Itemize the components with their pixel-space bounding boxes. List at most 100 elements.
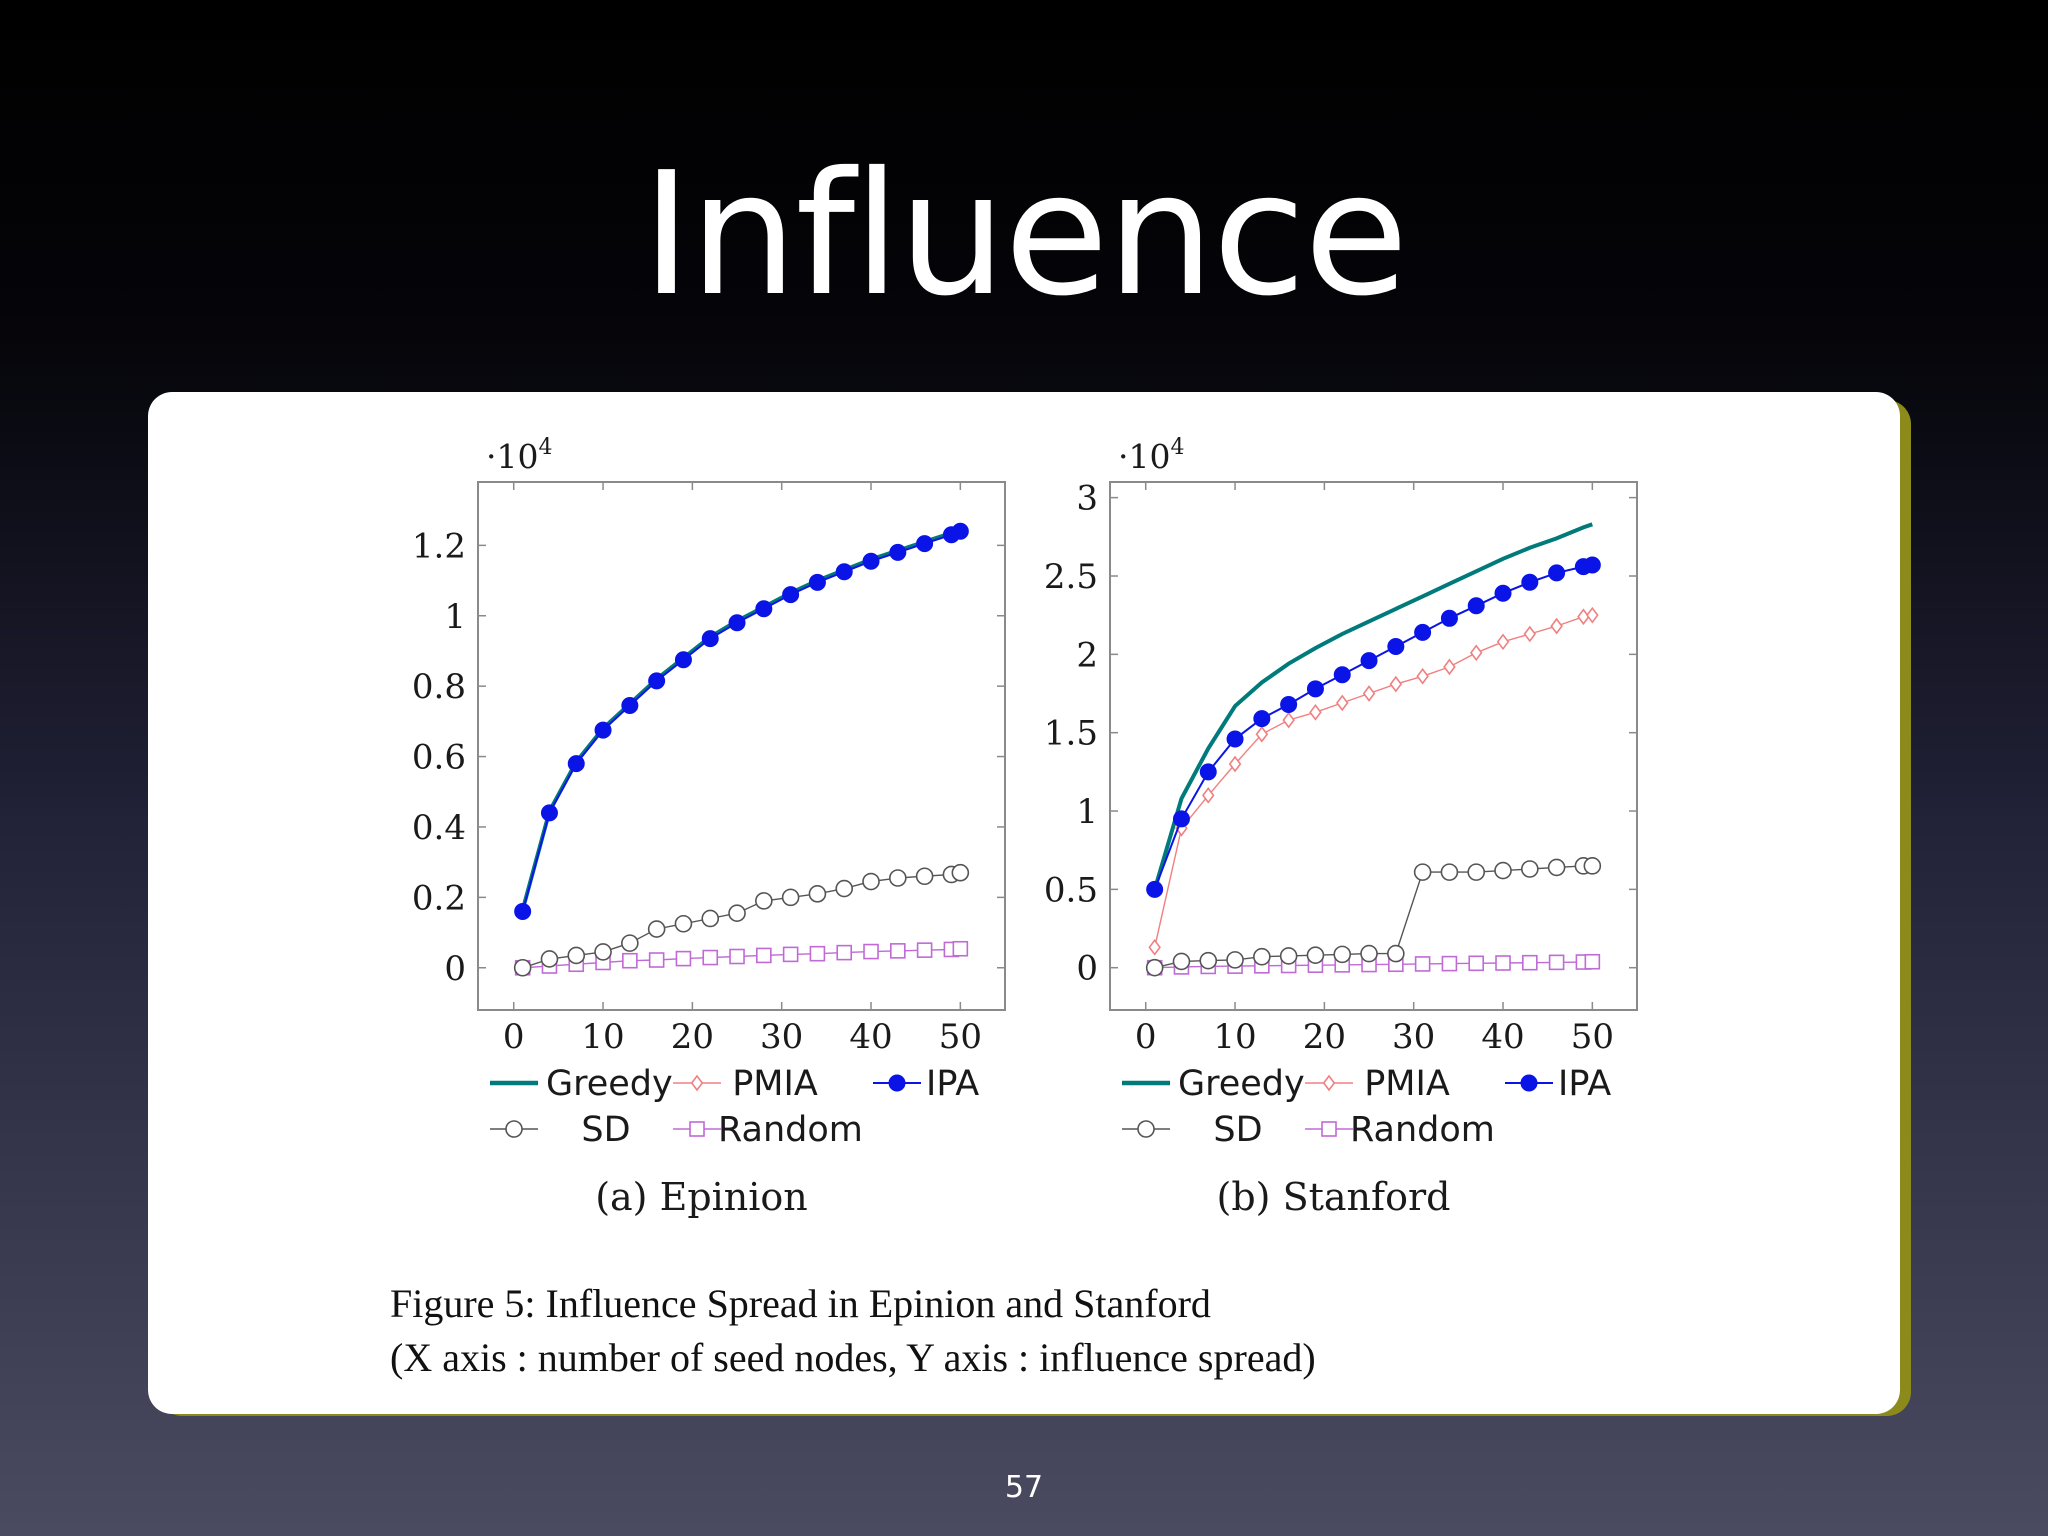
data-point-sd [781,888,800,907]
chart-legend: Greedy PMIA IPA SD Random [1122,1064,1611,1150]
data-point-ipa [1467,597,1485,615]
y-tick-label: 1 [444,597,466,637]
data-point-sd [647,920,666,938]
legend-marker-random [1321,1121,1337,1137]
data-point-sd [862,872,880,891]
data-point-sd [1360,944,1378,963]
legend-marker-ipa [1520,1074,1538,1092]
data-point-random [1495,955,1511,971]
y-multiplier-label: ·104 [486,435,552,476]
y-tick-label: 0.6 [412,738,466,778]
data-point-random [836,944,853,961]
legend-marker-sd [1137,1120,1155,1138]
y-tick-label: 0.2 [412,878,466,918]
legend-label-ipa: IPA [1558,1064,1611,1104]
data-point-random [809,945,826,962]
x-tick-label: 30 [760,1017,803,1057]
data-point-sd [1413,863,1432,881]
data-point-ipa [1440,609,1458,627]
slide-number: 57 [1004,1470,1044,1505]
data-point-ipa [1199,763,1217,781]
y-tick-label: 0.5 [1044,870,1098,910]
y-tick-label: 3 [1076,479,1098,519]
chart-subcaption: (a) Epinion [595,1175,808,1219]
data-point-random [782,946,799,963]
data-point-ipa [540,804,558,822]
data-point-sd [728,904,746,923]
legend-marker-pmia [690,1074,704,1092]
data-point-random [1548,954,1565,971]
data-point-sd [594,943,612,961]
data-point-ipa [1280,695,1298,713]
data-point-sd [889,869,907,887]
data-point-random [1441,955,1458,972]
data-point-sd [1333,945,1352,964]
data-point-sd [808,885,827,903]
legend-label-random: Random [1350,1110,1495,1150]
data-point-sd [755,892,773,910]
x-tick-label: 10 [1213,1017,1256,1057]
data-point-pmia [1282,711,1295,729]
x-tick-label: 0 [1135,1017,1157,1057]
series-line-greedy [1152,522,1593,890]
data-point-pmia [1148,938,1161,956]
data-point-ipa [1548,564,1566,582]
data-point-random [648,952,665,968]
x-tick-label: 30 [1392,1017,1435,1057]
data-point-random [729,948,745,965]
y-multiplier-exponent: 4 [538,435,552,460]
data-point-sd [1583,857,1602,875]
data-point-pmia [1202,787,1215,804]
data-point-random [890,943,906,959]
data-point-ipa [889,543,907,561]
y-multiplier-exponent: 4 [1170,435,1184,460]
data-point-random [1468,955,1485,972]
legend-label-sd: SD [581,1110,630,1150]
data-point-sd [1172,952,1191,971]
data-point-sd [1199,951,1218,970]
data-point-sd [674,914,693,933]
chart-epinion: 0 10 20 30 40 50 0 0.2 0.4 0.6 0.8 1 1.2 ·104 Greedy PM… [412,435,1006,1219]
data-point-pmia [1362,685,1376,702]
y-tick-label: 0 [444,949,466,989]
data-point-pmia [1443,658,1456,676]
data-point-ipa [621,697,639,715]
legend-label-greedy: Greedy [1178,1064,1305,1104]
data-point-random [916,942,933,958]
data-point-sd [701,909,720,928]
data-point-pmia [1255,725,1269,743]
legend-label-random: Random [718,1110,863,1150]
series-sd [513,863,970,977]
figure-caption-line-2: (X axis : number of seed nodes, Y axis :… [390,1335,1316,1380]
legend-label-sd: SD [1213,1110,1262,1150]
data-point-ipa [1387,638,1405,656]
data-point-pmia [1586,606,1599,624]
series-ipa [1146,556,1601,898]
data-point-random [1522,954,1538,971]
data-point-ipa [916,535,934,553]
plot-frame [1109,481,1638,1011]
data-point-sd [1521,860,1539,878]
data-point-pmia [1335,694,1349,712]
series-ipa [514,522,969,920]
figure-caption: Figure 5: Influence Spread in Epinion an… [390,1277,1316,1385]
data-point-pmia [1469,644,1483,662]
data-point-random [675,950,692,967]
y-tick-label: 1.2 [412,526,466,566]
data-point-sd [1440,863,1459,881]
series-sd [1145,857,1602,977]
data-point-ipa [1360,652,1378,670]
data-point-ipa [1253,710,1271,728]
x-tick-label: 40 [849,1017,892,1057]
plot-frame [477,481,1006,1011]
data-point-sd [1387,944,1405,963]
chart-stanford: 0 10 20 30 40 50 0 0.5 1 1.5 2 2.5 3 ·104 Greedy PMIA IP… [1044,435,1638,1219]
data-point-ipa [1306,680,1324,698]
x-tick-label: 20 [1303,1017,1346,1057]
data-point-ipa [1521,573,1539,591]
data-point-pmia [1550,617,1563,635]
data-point-ipa [951,522,969,540]
data-point-pmia [1309,703,1322,721]
data-point-ipa [1172,810,1190,828]
